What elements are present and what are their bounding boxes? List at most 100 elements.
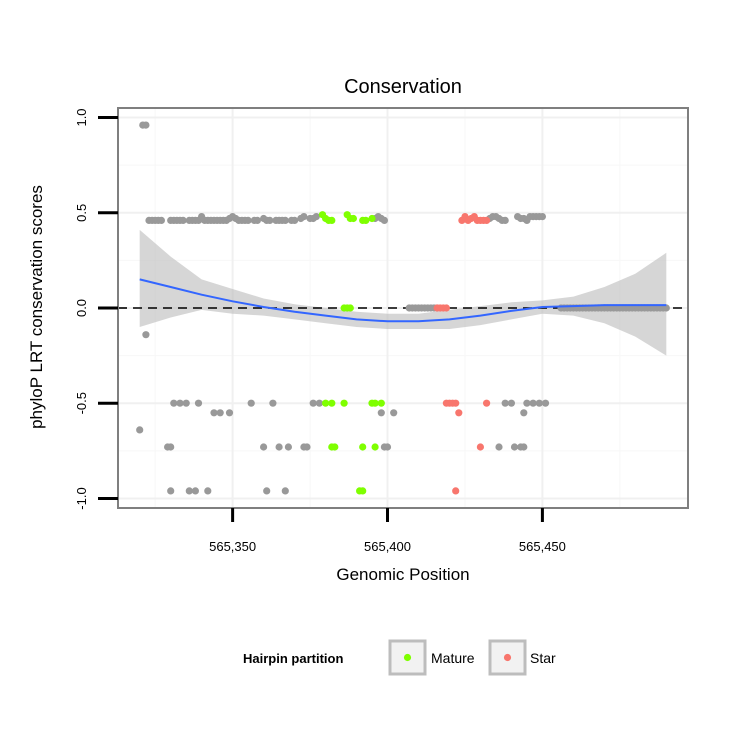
data-point xyxy=(247,399,255,407)
data-point xyxy=(210,409,218,417)
data-point xyxy=(380,216,388,224)
y-tick-label: 0.5 xyxy=(74,204,89,222)
data-point xyxy=(179,216,187,224)
data-point xyxy=(142,121,150,129)
x-axis: 565,350 565,400 565,450 xyxy=(209,508,566,554)
data-point xyxy=(312,213,320,221)
data-point xyxy=(501,216,509,224)
data-point xyxy=(535,399,543,407)
data-point xyxy=(142,331,150,339)
data-point xyxy=(191,487,199,495)
data-point xyxy=(662,304,670,312)
y-tick-label: -1.0 xyxy=(74,487,89,509)
data-point xyxy=(275,443,283,451)
data-point xyxy=(260,443,268,451)
data-point xyxy=(455,409,463,417)
data-point xyxy=(157,216,165,224)
data-point xyxy=(328,216,336,224)
data-point xyxy=(176,399,184,407)
data-point xyxy=(349,214,357,223)
data-point xyxy=(362,216,370,224)
data-point xyxy=(538,213,547,221)
data-point xyxy=(167,443,175,451)
data-point xyxy=(263,487,271,495)
data-point xyxy=(523,399,531,407)
data-point xyxy=(291,216,299,224)
x-axis-title: Genomic Position xyxy=(336,565,469,584)
data-point xyxy=(507,399,515,407)
data-point xyxy=(281,216,289,224)
data-point xyxy=(383,443,392,451)
data-point xyxy=(541,399,550,407)
data-point xyxy=(368,214,376,223)
data-point xyxy=(328,399,336,407)
x-tick-label: 565,400 xyxy=(364,539,411,554)
legend-key-dot xyxy=(403,653,412,662)
data-points xyxy=(136,121,670,495)
y-axis: -1.0 -0.5 0.0 0.5 1.0 xyxy=(74,108,118,510)
data-point xyxy=(167,487,175,495)
data-point xyxy=(442,304,450,312)
series-star xyxy=(433,213,491,495)
data-point xyxy=(483,216,491,224)
legend: Hairpin partition Mature Star xyxy=(243,639,556,676)
data-point xyxy=(452,487,460,495)
chart-title: Conservation xyxy=(344,76,462,98)
data-point xyxy=(266,216,274,224)
x-tick-label: 565,350 xyxy=(209,539,256,554)
legend-label: Star xyxy=(530,650,556,666)
plot-panel xyxy=(117,107,689,509)
data-point xyxy=(371,399,379,407)
legend-title: Hairpin partition xyxy=(243,651,343,666)
x-tick-label: 565,450 xyxy=(519,539,566,554)
legend-label: Mature xyxy=(431,650,475,666)
data-point xyxy=(284,443,292,451)
data-point xyxy=(340,399,348,407)
data-point xyxy=(520,443,528,451)
data-point xyxy=(194,399,203,407)
data-point xyxy=(303,443,311,451)
data-point xyxy=(269,399,277,407)
data-point xyxy=(182,399,190,407)
y-axis-title: phyloP LRT conservation scores xyxy=(27,185,46,429)
data-point xyxy=(281,487,289,495)
data-point xyxy=(359,487,367,495)
data-point xyxy=(322,399,330,407)
data-point xyxy=(170,399,178,407)
data-point xyxy=(309,399,317,407)
legend-entry-star: Star xyxy=(488,639,556,676)
data-point xyxy=(510,443,519,451)
data-point xyxy=(346,304,354,312)
data-point xyxy=(483,399,491,407)
data-point xyxy=(495,443,503,451)
legend-entry-mature: Mature xyxy=(388,639,475,676)
series-other xyxy=(136,121,670,495)
data-point xyxy=(520,409,528,417)
data-point xyxy=(331,443,339,451)
y-tick-label: -0.5 xyxy=(74,392,89,414)
data-point xyxy=(377,409,385,417)
y-tick-label: 0.0 xyxy=(74,299,89,317)
data-point xyxy=(300,213,308,221)
data-point xyxy=(244,216,252,224)
data-point xyxy=(204,487,212,495)
data-point xyxy=(315,399,323,407)
data-point xyxy=(390,409,398,417)
data-point xyxy=(476,443,484,451)
data-point xyxy=(501,399,509,407)
y-tick-label: 1.0 xyxy=(74,108,89,126)
smooth-trend-line xyxy=(139,278,667,323)
series-mature xyxy=(318,211,385,495)
data-point xyxy=(529,399,537,407)
data-point xyxy=(452,399,460,407)
data-point xyxy=(253,216,261,224)
legend-entries: Mature Star xyxy=(388,639,556,676)
data-point xyxy=(377,399,385,407)
data-point xyxy=(136,426,144,434)
data-point xyxy=(216,409,224,417)
data-point xyxy=(359,443,367,451)
data-point xyxy=(371,443,379,451)
data-point xyxy=(185,487,193,495)
data-point xyxy=(225,409,234,417)
